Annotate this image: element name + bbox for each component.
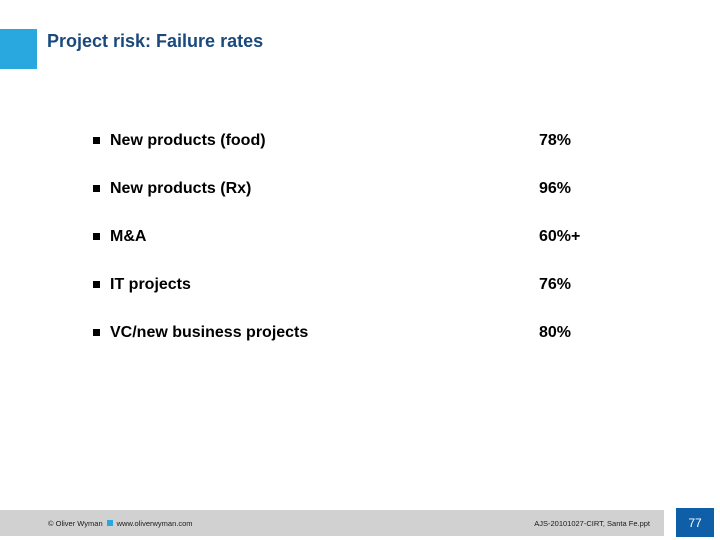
list-item: IT projects 76% <box>93 277 613 293</box>
list-item-label: IT projects <box>110 276 191 293</box>
list-item-label: New products (food) <box>110 132 266 149</box>
list-item-value: 96% <box>539 180 572 197</box>
list-item-label: VC/new business projects <box>110 324 309 341</box>
footer-branding: © Oliver Wyman www.oliverwyman.com <box>48 510 193 536</box>
list-item-value: 60%+ <box>539 228 581 245</box>
website-link[interactable]: www.oliverwyman.com <box>116 518 193 528</box>
bullet-square-icon <box>93 281 100 288</box>
page-number: 77 <box>688 515 702 530</box>
list-item-value: 80% <box>539 324 572 341</box>
list-item-value: 76% <box>539 276 572 293</box>
brand-separator-square-icon <box>106 520 113 526</box>
brand-accent-square <box>0 29 37 69</box>
list-item: M&A 60%+ <box>93 229 613 245</box>
list-item-value: 78% <box>539 132 572 149</box>
list-item: New products (Rx) 96% <box>93 181 613 197</box>
filename-text: AJS-20101027-CIRT, Santa Fe.ppt <box>534 518 650 528</box>
copyright-text: © Oliver Wyman <box>48 518 103 528</box>
slide-title: Project risk: Failure rates <box>47 31 264 51</box>
list-item-label: M&A <box>110 228 147 245</box>
bullet-square-icon <box>93 329 100 336</box>
page-number-badge: 77 <box>676 508 714 537</box>
bullet-square-icon <box>93 233 100 240</box>
bullet-square-icon <box>93 185 100 192</box>
bullet-square-icon <box>93 137 100 144</box>
list-item: New products (food) 78% <box>93 133 613 149</box>
footer-bar: © Oliver Wyman www.oliverwyman.com AJS-2… <box>0 510 664 536</box>
list-item: VC/new business projects 80% <box>93 325 613 341</box>
list-item-label: New products (Rx) <box>110 180 252 197</box>
